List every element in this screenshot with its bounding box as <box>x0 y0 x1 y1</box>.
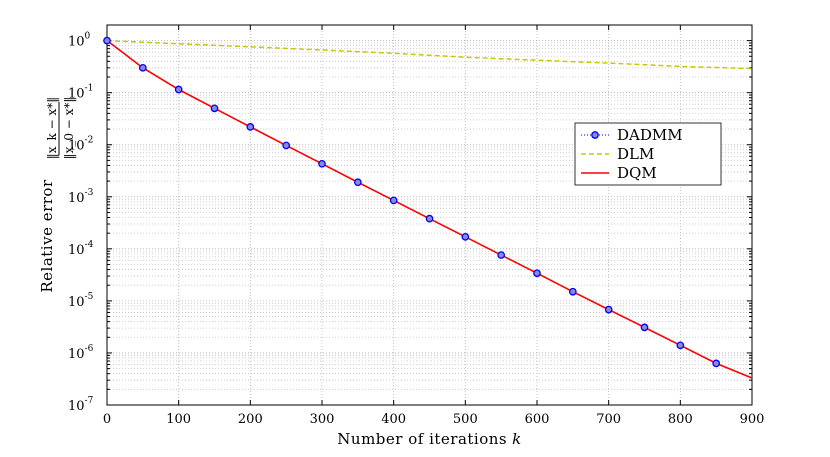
x-tick-label: 700 <box>596 412 621 427</box>
x-axis-title: Number of iterations k <box>337 430 521 448</box>
dadmm-point <box>318 159 326 168</box>
y-tick-label: 10-1 <box>68 84 93 102</box>
y-tick-label: 10-2 <box>68 136 93 154</box>
y-tick-label: 100 <box>68 32 91 50</box>
x-tick-label: 200 <box>238 412 263 427</box>
svg-text:Relative error: Relative error <box>38 179 56 293</box>
dadmm-point <box>461 232 470 241</box>
dadmm-point <box>712 359 721 368</box>
y-tick-label: 10-3 <box>68 188 94 206</box>
y-axis-fraction-denominator: ‖x_0 − x*‖ <box>62 97 76 160</box>
dadmm-point <box>103 36 111 45</box>
dadmm-point <box>138 63 147 72</box>
ticks <box>106 25 753 406</box>
x-tick-label: 800 <box>668 412 693 427</box>
dadmm-point <box>210 104 219 113</box>
x-tick-label: 0 <box>103 412 111 427</box>
dadmm-point <box>604 305 613 314</box>
dadmm-point <box>246 123 255 131</box>
plot-frame <box>106 24 753 406</box>
dadmm-point <box>425 214 434 223</box>
dqm-line <box>106 39 753 379</box>
y-tick-label: 10-4 <box>68 240 94 258</box>
dlm-legend-label: DLM <box>617 145 654 163</box>
dadmm-point <box>533 269 541 278</box>
dqm-legend-label: DQM <box>617 164 657 182</box>
x-tick-label: 300 <box>310 412 335 427</box>
x-tick-label: 600 <box>525 412 550 427</box>
dlm-line <box>106 39 753 70</box>
dadmm-legend-marker <box>591 131 599 139</box>
dadmm-point <box>497 251 506 259</box>
dadmm-point <box>389 196 398 205</box>
y-tick-labels: 100 10-1 10-2 10-3 10-4 10-5 10-6 10-7 <box>68 32 94 414</box>
y-tick-label: 10-5 <box>68 292 94 310</box>
y-tick-label: 10-6 <box>68 344 94 362</box>
x-tick-label: 500 <box>453 412 478 427</box>
y-axis-fraction-numerator: ‖x_k − x*‖ <box>45 97 59 160</box>
dadmm-point <box>640 323 649 332</box>
series <box>103 36 753 379</box>
x-tick-labels: 0 100 200 300 400 500 600 700 800 900 <box>103 412 765 427</box>
x-tick-label: 400 <box>381 412 406 427</box>
dadmm-point <box>676 341 685 350</box>
dadmm-point <box>282 141 291 150</box>
dadmm-point <box>568 287 577 296</box>
x-tick-label: 100 <box>166 412 191 427</box>
y-tick-label: 10-7 <box>68 396 94 414</box>
x-tick-label: 900 <box>740 412 765 427</box>
dadmm-legend-label: DADMM <box>617 126 683 144</box>
dadmm-line <box>106 40 717 364</box>
y-axis-title: Relative error ‖x_k − x*‖ ‖x_0 − x*‖ <box>38 97 76 293</box>
dadmm-point <box>174 85 183 94</box>
dadmm-point <box>353 178 362 187</box>
